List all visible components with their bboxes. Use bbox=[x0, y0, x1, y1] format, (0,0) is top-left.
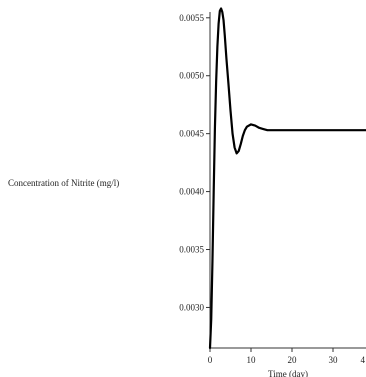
y-axis-label: Concentration of Nitrite (mg/l) bbox=[8, 178, 119, 188]
x-tick-label: 10 bbox=[247, 355, 257, 365]
x-tick-label: 4 bbox=[361, 355, 366, 365]
series-group bbox=[208, 7, 366, 350]
y-ticks: 0.0030 0.0035 0.0040 0.0045 0.0050 0.0055 bbox=[179, 13, 210, 312]
x-axis-label: Time (day) bbox=[268, 369, 308, 377]
x-tick-label: 0 bbox=[208, 355, 213, 365]
x-ticks: 0 10 20 30 4 bbox=[208, 348, 366, 365]
y-tick-label: 0.0030 bbox=[179, 302, 204, 312]
y-tick-label: 0.0050 bbox=[179, 71, 204, 81]
y-tick-label: 0.0040 bbox=[179, 187, 204, 197]
y-tick-label: 0.0045 bbox=[179, 129, 204, 139]
y-tick-label: 0.0035 bbox=[179, 245, 204, 255]
x-tick-label: 30 bbox=[329, 355, 339, 365]
series-line bbox=[208, 7, 366, 350]
y-tick-label: 0.0055 bbox=[179, 13, 204, 23]
x-tick-label: 20 bbox=[288, 355, 298, 365]
